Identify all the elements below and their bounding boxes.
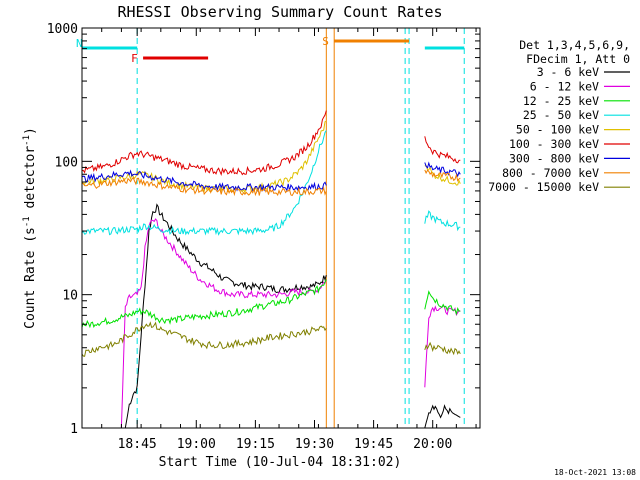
legend-label-0: 3 - 6 keV — [537, 65, 599, 79]
legend-label-2: 12 - 25 keV — [523, 94, 599, 108]
plot-series — [81, 110, 461, 429]
legend-label-8: 7000 - 15000 keV — [488, 180, 599, 194]
series-line-6 — [81, 169, 327, 193]
plot-frame — [81, 27, 481, 429]
x-tick-label-0: 18:45 — [118, 437, 157, 452]
legend-label-7: 800 - 7000 keV — [502, 166, 599, 180]
legend-label-6: 300 - 800 keV — [509, 151, 599, 165]
flag-label-F: F — [131, 52, 138, 65]
legend: Det 1,3,4,5,6,9,FDecim 1, Att 03 - 6 keV… — [488, 38, 630, 194]
legend-label-4: 50 - 100 keV — [516, 123, 599, 137]
x-tick-label-2: 19:15 — [236, 437, 275, 452]
series-line-1-after — [424, 305, 461, 388]
y-tick-label-0: 1 — [70, 422, 78, 437]
legend-header-1: FDecim 1, Att 0 — [526, 52, 630, 66]
x-tick-label-3: 19:30 — [295, 437, 334, 452]
series-line-8 — [81, 321, 327, 357]
series-line-2-after — [424, 290, 461, 316]
flag-label-S: S — [322, 35, 329, 48]
flag-label-N: N — [76, 37, 83, 50]
series-line-7 — [81, 176, 327, 197]
x-tick-label-4: 19:45 — [354, 437, 393, 452]
series-line-2 — [81, 279, 327, 329]
x-tick-label-5: 20:00 — [413, 437, 452, 452]
x-tick-label-1: 19:00 — [177, 437, 216, 452]
flag-bars: N F S — [76, 35, 465, 65]
series-line-7-after — [424, 169, 461, 182]
y-tick-label-3: 1000 — [47, 22, 78, 37]
series-line-4-after — [424, 164, 461, 186]
y-tick-label-1: 10 — [62, 289, 78, 304]
series-line-1 — [120, 218, 327, 429]
series-line-5 — [81, 110, 327, 176]
y-axis-label: Count Rate (s-1 detector-1) — [22, 127, 38, 329]
series-line-4 — [81, 120, 327, 194]
x-axis-label: Start Time (10-Jul-04 18:31:02) — [159, 455, 402, 470]
plot-markers — [136, 28, 465, 428]
legend-label-3: 25 - 50 keV — [523, 108, 599, 122]
legend-label-1: 6 - 12 keV — [530, 79, 599, 93]
series-line-0-after — [424, 404, 461, 429]
y-tick-label-2: 100 — [55, 155, 78, 170]
series-line-6-after — [424, 161, 461, 178]
legend-header-0: Det 1,3,4,5,6,9, — [519, 38, 630, 52]
axes: 18:45 19:00 19:15 19:30 19:45 20:00 1 10 100 1000 — [47, 22, 480, 452]
series-line-8-after — [424, 341, 461, 356]
timestamp: 18-Oct-2021 13:08 — [554, 468, 636, 477]
series-line-3-after — [424, 210, 461, 232]
series-line-3 — [81, 130, 327, 236]
chart-title: RHESSI Observing Summary Count Rates — [117, 3, 442, 21]
legend-label-5: 100 - 300 keV — [509, 137, 599, 151]
series-line-5-after — [424, 136, 461, 164]
